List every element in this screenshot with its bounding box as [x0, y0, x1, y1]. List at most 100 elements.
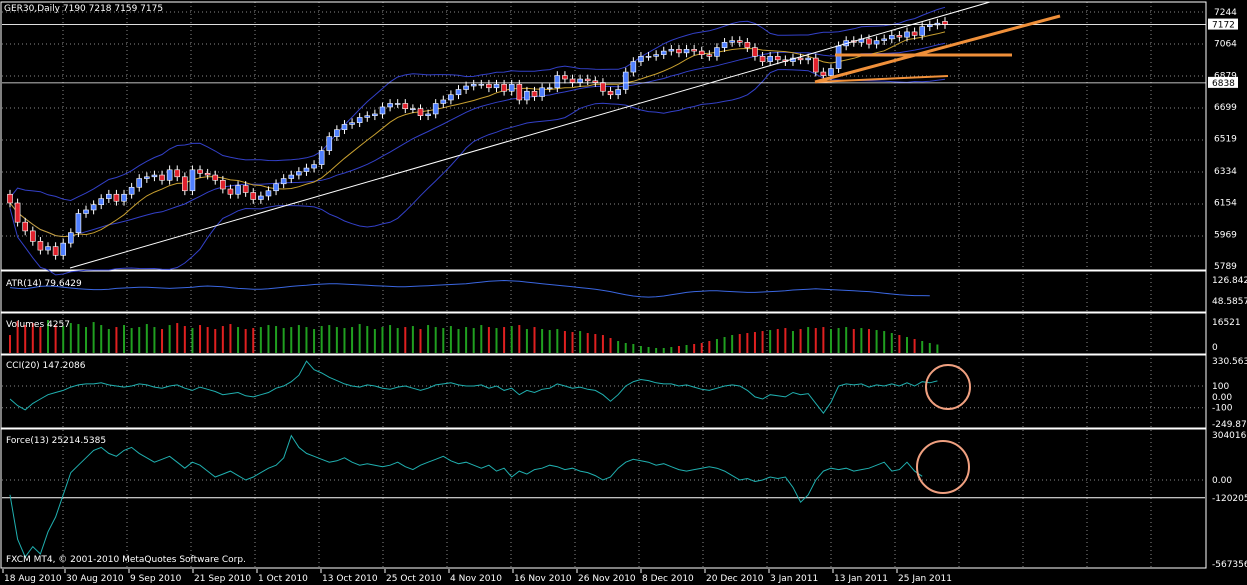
- cci-scale-label: -100: [1212, 404, 1233, 414]
- candle: [767, 56, 773, 62]
- chart-header: GER30,Daily 7190 7218 7159 7175: [4, 4, 163, 14]
- candle: [258, 195, 264, 200]
- support-price-label: 6838: [1212, 79, 1235, 89]
- candle: [881, 38, 887, 41]
- cci-highlight-circle: [925, 364, 971, 410]
- candle: [584, 78, 591, 82]
- panel-main: [0, 1, 1207, 271]
- candle: [349, 122, 355, 125]
- candle: [866, 38, 872, 45]
- candle: [470, 83, 477, 87]
- candle: [546, 87, 553, 90]
- candle: [501, 83, 507, 92]
- candle: [691, 49, 697, 52]
- atr-label: ATR(14) 79.6429: [6, 279, 82, 289]
- price-tick-label: 6879: [1214, 72, 1237, 82]
- candle: [106, 193, 112, 199]
- force-indicator: 304016.4 0.00 -120205 -567356: [2, 431, 1247, 570]
- time-tick-label: 13 Jan 2011: [834, 574, 888, 584]
- force-line: [9, 434, 923, 559]
- time-tick-label: 25 Oct 2010: [386, 574, 442, 584]
- candle: [318, 150, 325, 165]
- atr-indicator: 126.8429 48.5857: [9, 276, 1247, 307]
- candle: [341, 124, 348, 130]
- candle: [273, 183, 279, 192]
- candles[interactable]: [7, 17, 948, 260]
- candle: [410, 108, 416, 111]
- time-tick-label: 18 Aug 2010: [4, 574, 62, 584]
- candle: [698, 50, 705, 55]
- panel-vol: [0, 312, 1207, 355]
- candle: [706, 54, 713, 57]
- atr-scale-label: 126.8429: [1212, 276, 1247, 286]
- time-tick-label: 26 Nov 2010: [578, 574, 636, 584]
- candle: [486, 83, 492, 89]
- candle: [311, 164, 317, 169]
- price-tick-label: 7244: [1214, 8, 1237, 18]
- candle: [676, 49, 682, 54]
- candle: [113, 193, 120, 202]
- candle: [797, 57, 804, 61]
- current-price-box: [1208, 18, 1238, 30]
- candle: [197, 169, 203, 174]
- panel-atr: [0, 270, 1207, 313]
- candle: [592, 80, 599, 83]
- candle: [904, 31, 910, 38]
- time-tick-label: 8 Dec 2010: [642, 574, 694, 584]
- candle: [531, 90, 538, 97]
- candle: [174, 169, 181, 178]
- candle: [166, 169, 173, 181]
- price-tick-label: 6699: [1214, 103, 1237, 113]
- cci-scale-label: 330.563: [1212, 357, 1247, 367]
- moving-average: [9, 31, 946, 238]
- candle: [524, 90, 530, 101]
- candle: [744, 42, 751, 48]
- force-label: Force(13) 25214.5385: [6, 436, 106, 446]
- candle: [136, 178, 143, 188]
- candle: [296, 171, 302, 176]
- candle: [98, 198, 105, 206]
- candle: [600, 82, 606, 92]
- candle: [577, 78, 583, 83]
- candle: [759, 56, 766, 62]
- cci-scale-label: 0.00: [1212, 393, 1232, 403]
- price-tick-label: 5789: [1214, 262, 1237, 272]
- force-highlight-circle: [916, 440, 970, 494]
- time-tick-label: 9 Sep 2010: [130, 574, 182, 584]
- candle: [227, 188, 234, 195]
- candle: [75, 213, 82, 233]
- candle: [121, 193, 127, 202]
- candle: [334, 129, 340, 137]
- candle: [615, 89, 621, 96]
- candle: [182, 176, 188, 192]
- current-price-label: 7172: [1212, 21, 1235, 31]
- time-tick-label: 1 Oct 2010: [258, 574, 308, 584]
- candle: [873, 40, 880, 45]
- price-tick-label: 6154: [1214, 198, 1237, 208]
- trendline-main: [69, 1, 991, 269]
- cci-scale-label: 100: [1212, 382, 1229, 392]
- price-axis: 7244 7172 7064 68796838 6699 6519 6334 6154 5969…: [1208, 8, 1238, 272]
- candle: [356, 117, 363, 123]
- candle: [242, 185, 249, 193]
- candle: [752, 47, 758, 57]
- candle: [508, 83, 515, 92]
- bollinger-upper: [9, 6, 946, 202]
- price-tick-label: 5969: [1214, 231, 1237, 241]
- candle: [926, 24, 933, 27]
- candle: [630, 61, 637, 73]
- orange-trendline: [814, 14, 1061, 84]
- candle: [562, 75, 568, 80]
- force-scale-label: 304016.4: [1212, 431, 1247, 441]
- candle: [478, 83, 485, 86]
- candle: [455, 89, 462, 96]
- force-scale-label: 0.00: [1212, 476, 1232, 486]
- highlight-circles: [916, 364, 971, 494]
- candle: [83, 209, 89, 214]
- price-tick-label: 6334: [1214, 167, 1237, 177]
- candle: [888, 35, 895, 40]
- price-tick-label: 6519: [1214, 135, 1237, 145]
- candle: [265, 190, 272, 197]
